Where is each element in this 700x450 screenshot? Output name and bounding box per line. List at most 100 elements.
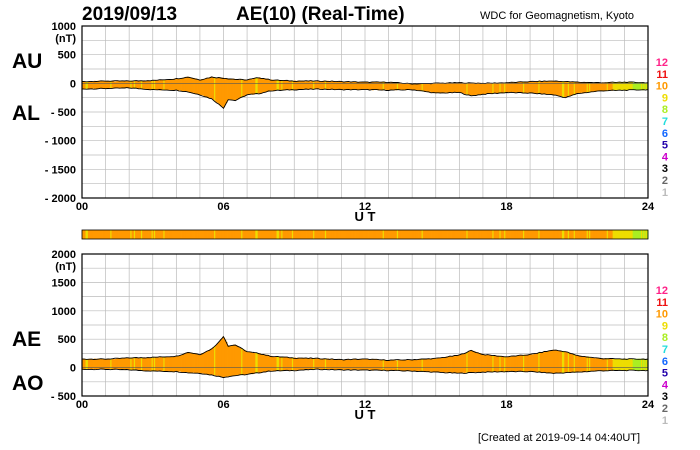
activity-fill-bar — [598, 358, 601, 371]
activity-fill-bar — [162, 357, 164, 372]
activity-fill-bar — [91, 81, 94, 89]
activity-fill-bar — [566, 82, 569, 98]
activity-ribbon-segment — [306, 230, 308, 239]
activity-fill-bar — [633, 359, 636, 371]
activity-fill-bar — [164, 79, 167, 90]
activity-fill-bar — [238, 347, 241, 376]
activity-fill-bar — [190, 77, 193, 93]
activity-fill-bar — [224, 78, 227, 105]
activity-fill-bar — [399, 359, 401, 371]
activity-fill-bar — [212, 77, 215, 101]
activity-fill-bar — [256, 77, 259, 94]
activity-ribbon-segment — [261, 230, 263, 239]
activity-ribbon-segment — [201, 230, 203, 239]
activity-ribbon-segment — [232, 230, 235, 239]
activity-fill-bar — [418, 83, 420, 91]
activity-ribbon-segment — [539, 230, 542, 239]
activity-fill-bar — [242, 349, 244, 375]
activity-ribbon-segment — [151, 230, 154, 239]
activity-ribbon-segment — [446, 230, 448, 239]
activity-ribbon-segment — [405, 230, 407, 239]
activity-fill-bar — [206, 78, 209, 98]
activity-ribbon-segment — [452, 230, 454, 239]
activity-fill-bar — [383, 81, 386, 90]
activity-fill-bar — [557, 350, 559, 374]
activity-ribbon-segment — [412, 230, 414, 239]
activity-ribbon-segment — [367, 230, 369, 239]
activity-fill-bar — [622, 82, 624, 91]
activity-fill-bar — [419, 83, 421, 91]
activity-fill-bar — [227, 345, 229, 377]
activity-fill-bar — [393, 82, 395, 91]
activity-ribbon-segment — [546, 230, 549, 239]
activity-ribbon-segment — [528, 230, 531, 239]
activity-fill-bar — [165, 79, 168, 91]
activity-fill-bar — [123, 80, 125, 89]
activity-fill-bar — [395, 360, 398, 371]
activity-ribbon-segment — [346, 230, 348, 239]
activity-fill-bar — [451, 356, 453, 373]
activity-ribbon-segment — [274, 230, 276, 239]
activity-ribbon-segment — [107, 230, 110, 239]
activity-fill-bar — [265, 354, 268, 372]
activity-ribbon-segment — [135, 230, 137, 239]
activity-fill-bar — [87, 81, 90, 90]
activity-fill-bar — [140, 80, 143, 90]
activity-fill-bar — [586, 81, 589, 93]
activity-fill-bar — [643, 359, 645, 371]
activity-fill-bar — [120, 358, 123, 370]
al-label: AL — [12, 102, 40, 125]
activity-fill-bar — [342, 359, 345, 370]
activity-level-legend: 2 — [662, 403, 668, 415]
activity-ribbon-segment — [442, 230, 445, 239]
activity-fill-bar — [484, 83, 486, 95]
activity-fill-bar — [275, 80, 277, 91]
activity-fill-bar — [394, 82, 397, 91]
activity-fill-bar — [203, 79, 206, 97]
activity-ribbon-segment — [241, 230, 243, 239]
activity-fill-bar — [410, 84, 413, 90]
activity-fill-bar — [122, 81, 124, 88]
activity-fill-bar — [159, 79, 162, 91]
activity-ribbon-segment — [109, 230, 111, 239]
activity-fill-bar — [320, 358, 322, 370]
activity-fill-bar — [319, 358, 321, 369]
activity-fill-bar — [231, 345, 234, 376]
activity-fill-bar — [504, 356, 506, 372]
activity-fill-bar — [86, 81, 89, 89]
activity-fill-bar — [580, 355, 583, 372]
activity-ribbon-segment — [616, 230, 618, 239]
activity-fill-bar — [366, 81, 368, 90]
activity-ribbon-segment — [451, 230, 453, 239]
activity-fill-bar — [176, 355, 178, 372]
activity-fill-bar — [583, 82, 585, 94]
activity-fill-bar — [526, 354, 529, 372]
activity-ribbon-segment — [599, 230, 602, 239]
activity-ribbon-segment — [127, 230, 130, 239]
activity-ribbon-segment — [85, 230, 88, 239]
activity-fill-bar — [579, 82, 582, 93]
activity-fill-bar — [321, 358, 323, 370]
activity-ribbon-segment — [116, 230, 118, 239]
activity-fill-bar — [451, 83, 453, 93]
activity-fill-bar — [544, 351, 546, 373]
activity-ribbon-segment — [513, 230, 516, 239]
activity-ribbon-segment — [175, 230, 177, 239]
activity-fill-bar — [216, 343, 219, 376]
activity-ribbon-segment — [365, 230, 367, 239]
activity-fill-bar — [222, 336, 224, 378]
activity-fill-bar — [271, 356, 274, 371]
activity-fill-bar — [330, 81, 333, 90]
activity-fill-bar — [199, 354, 202, 374]
activity-ribbon-segment — [353, 230, 355, 239]
activity-fill-bar — [487, 355, 490, 373]
activity-fill-bar — [614, 358, 617, 371]
activity-fill-bar — [627, 82, 630, 90]
activity-fill-bar — [394, 360, 397, 371]
activity-ribbon-segment — [178, 230, 181, 239]
activity-fill-bar — [436, 83, 439, 93]
y-tick-label: - 500 — [51, 391, 76, 403]
activity-fill-bar — [247, 79, 249, 95]
activity-fill-bar — [499, 356, 502, 372]
activity-fill-bar — [350, 359, 353, 370]
